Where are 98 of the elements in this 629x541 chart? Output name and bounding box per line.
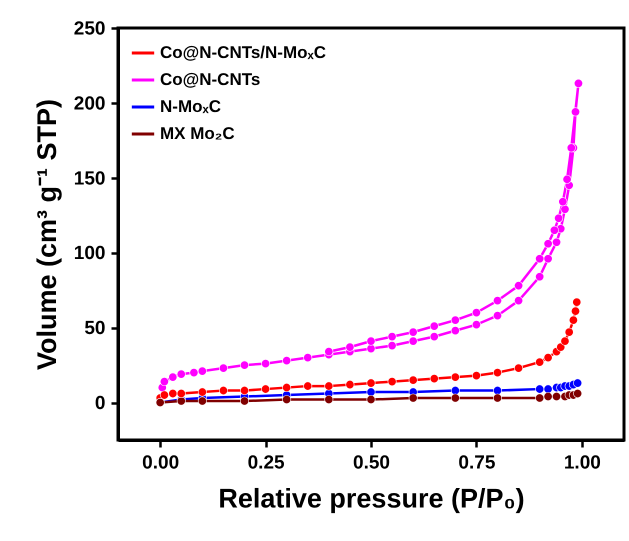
- point: [535, 394, 544, 403]
- point: [450, 394, 460, 403]
- point: [198, 388, 207, 397]
- point: [472, 320, 481, 330]
- point: [408, 328, 418, 337]
- point: [324, 382, 334, 391]
- point: [450, 326, 460, 336]
- point: [189, 368, 198, 378]
- point: [430, 322, 439, 331]
- y-tick-label: 150: [74, 168, 106, 190]
- x-tick-label: 0.75: [458, 452, 496, 474]
- point: [514, 296, 524, 306]
- y-tick-label: 100: [74, 243, 106, 264]
- x-axis-title: Relative pressure (P/P₀): [218, 484, 525, 514]
- point: [366, 336, 376, 346]
- point: [568, 316, 578, 325]
- point: [450, 372, 460, 382]
- y-tick-label: 0: [94, 393, 106, 414]
- point: [198, 396, 207, 406]
- point: [160, 390, 169, 400]
- point: [560, 336, 570, 346]
- point: [261, 359, 270, 368]
- point: [388, 377, 397, 386]
- legend-label: Co@N-CNTs: [160, 70, 260, 89]
- point: [514, 364, 524, 373]
- point: [514, 281, 524, 290]
- point: [388, 341, 397, 350]
- point: [535, 272, 544, 282]
- point: [493, 368, 502, 378]
- y-tick-label: 200: [74, 93, 106, 114]
- point: [366, 378, 376, 388]
- point: [571, 306, 580, 316]
- point: [493, 311, 502, 320]
- point: [450, 316, 460, 325]
- point: [366, 395, 376, 404]
- point: [560, 204, 570, 214]
- point: [261, 384, 270, 394]
- point: [345, 342, 354, 352]
- point: [535, 254, 544, 264]
- legend-label: Co@N-CNTs/N-MoₓC: [160, 43, 326, 62]
- point: [240, 360, 249, 370]
- point: [544, 353, 553, 362]
- point: [430, 332, 439, 342]
- x-tick-label: 0.25: [248, 452, 286, 474]
- point: [544, 254, 553, 264]
- point: [573, 389, 582, 398]
- point: [572, 298, 582, 307]
- y-axis-title: Volume (cm³ g⁻¹ STP): [32, 98, 62, 370]
- point: [176, 389, 186, 398]
- point: [544, 392, 553, 402]
- point: [544, 239, 553, 248]
- point: [472, 371, 481, 380]
- x-tick-label: 0.00: [142, 452, 180, 474]
- point: [324, 395, 334, 404]
- point: [562, 174, 572, 184]
- point: [240, 386, 249, 396]
- point: [218, 364, 228, 373]
- point: [303, 382, 312, 391]
- point: [168, 372, 178, 382]
- point: [160, 377, 169, 386]
- point: [472, 308, 481, 318]
- point: [366, 344, 376, 354]
- point: [240, 396, 249, 406]
- point: [535, 358, 544, 367]
- point: [408, 376, 418, 385]
- point: [554, 214, 564, 223]
- point: [564, 328, 574, 337]
- point: [303, 353, 312, 362]
- point: [556, 342, 566, 352]
- point: [176, 370, 186, 379]
- point: [282, 356, 292, 366]
- x-tick-label: 0.50: [353, 452, 390, 474]
- point: [345, 380, 354, 390]
- point: [550, 226, 559, 235]
- point: [168, 389, 178, 398]
- point: [571, 107, 580, 116]
- point: [282, 383, 292, 392]
- point: [493, 394, 502, 403]
- point: [324, 347, 334, 356]
- point: [574, 78, 583, 88]
- point: [388, 332, 397, 342]
- point: [430, 374, 439, 384]
- y-tick-label: 250: [74, 18, 106, 40]
- point: [552, 238, 562, 247]
- point: [198, 366, 207, 376]
- x-tick-label: 1.00: [564, 452, 601, 474]
- point: [573, 378, 582, 388]
- legend-label: N-MoₓC: [160, 97, 221, 116]
- point: [408, 394, 418, 403]
- point: [552, 392, 562, 402]
- point: [493, 296, 502, 306]
- y-tick-label: 50: [84, 318, 106, 340]
- point: [408, 336, 418, 346]
- point: [558, 197, 568, 206]
- point: [282, 395, 292, 404]
- legend-label: MX Mo₂C: [160, 124, 235, 143]
- point: [218, 386, 228, 396]
- point: [535, 384, 544, 394]
